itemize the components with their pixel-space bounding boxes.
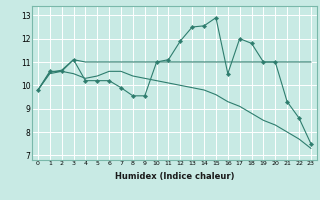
X-axis label: Humidex (Indice chaleur): Humidex (Indice chaleur) — [115, 172, 234, 181]
